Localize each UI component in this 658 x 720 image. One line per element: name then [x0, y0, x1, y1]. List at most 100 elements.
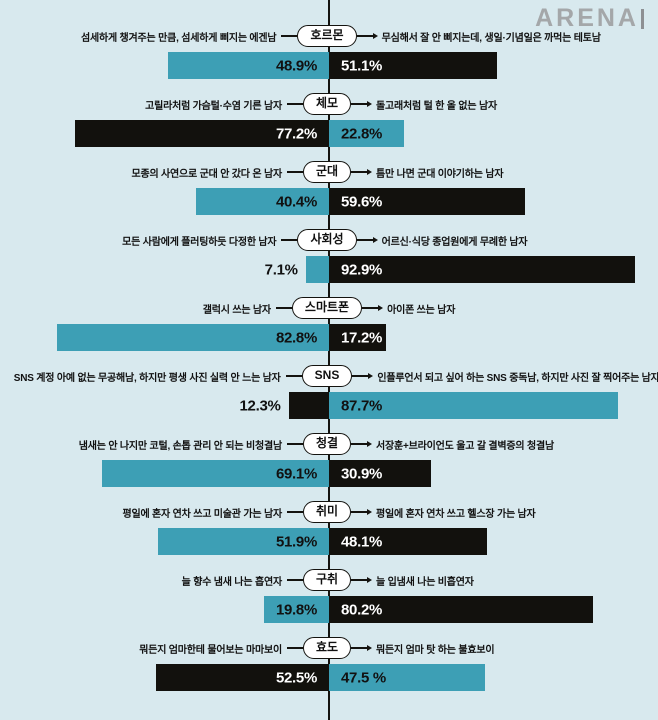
left-option-label: 모든 사람에게 플러팅하듯 다정한 남자: [122, 236, 277, 248]
left-bar: [196, 188, 329, 215]
right-bar-track: 87.7%: [329, 392, 658, 419]
left-option-label: 모종의 사연으로 군대 안 갔다 온 남자: [131, 168, 282, 180]
left-bar: [288, 392, 329, 419]
right-bar-value: 59.6%: [341, 193, 383, 210]
left-connector-line: [286, 171, 303, 173]
left-connector-line: [286, 511, 303, 513]
category-pill: 효도: [302, 637, 352, 659]
right-option-label: 인플루언서 되고 싶어 하는 SNS 중독남, 하지만 사진 잘 찍어주는 남자: [377, 372, 658, 384]
chart-rows: 섬세하게 챙겨주는 만큼, 섬세하게 삐지는 에겐남 호르몬 무심해서 잘 안 …: [0, 25, 658, 706]
right-bar: [329, 324, 386, 351]
right-bar-track: 48.1%: [329, 528, 658, 555]
left-option-label: 고릴라처럼 가슴털·수염 기른 남자: [145, 100, 282, 112]
right-bar-value: 51.1%: [341, 57, 383, 74]
category-pill: 스마트폰: [291, 297, 363, 319]
left-connector-line: [286, 443, 303, 445]
right-bar-value: 80.2%: [341, 601, 383, 618]
row-labels: 평일에 혼자 연차 쓰고 미술관 가는 남자 취미 평일에 혼자 연차 쓰고 헬…: [0, 501, 658, 523]
row-labels: 냄새는 안 나지만 코털, 손톱 관리 안 되는 비청결남 청결 서장훈+브라이…: [0, 433, 658, 455]
center-axis-line: [328, 0, 330, 720]
left-connector-line: [281, 35, 298, 37]
right-bar-value: 87.7%: [341, 397, 383, 414]
left-bar: [56, 324, 329, 351]
row-labels: 뭐든지 엄마한테 물어보는 마마보이 효도 뭐든지 엄마 탓 하는 불효보이: [0, 637, 658, 659]
left-option-label: 평일에 혼자 연차 쓰고 미술관 가는 남자: [122, 508, 282, 520]
right-label-zone: 인플루언서 되고 싶어 하는 SNS 중독남, 하지만 사진 잘 찍어주는 남자: [368, 369, 658, 384]
category-pill: 구취: [302, 569, 352, 591]
right-bar-track: 92.9%: [329, 256, 658, 283]
right-bar-value: 17.2%: [341, 329, 383, 346]
left-option-label: 갤럭시 쓰는 남자: [202, 304, 271, 316]
category-pill: 군대: [302, 161, 352, 183]
right-option-label: 뭐든지 엄마 탓 하는 불효보이: [376, 644, 495, 656]
brand-logo-text: ARENA: [535, 4, 639, 32]
row-bars: 69.1% 30.9%: [0, 460, 658, 487]
left-bar-value: 48.9%: [275, 57, 317, 74]
right-bar-track: 51.1%: [329, 52, 658, 79]
right-bar: [329, 664, 486, 691]
right-bar: [329, 596, 593, 623]
brand-logo-bar-icon: [641, 8, 644, 29]
chart-row: 모든 사람에게 플러팅하듯 다정한 남자 사회성 어르신·식당 종업원에게 무례…: [0, 229, 658, 298]
row-labels: 고릴라처럼 가슴털·수염 기른 남자 체모 돌고래처럼 털 한 올 없는 남자: [0, 93, 658, 115]
left-bar-value: 69.1%: [275, 465, 317, 482]
category-pill: SNS: [301, 365, 353, 387]
row-bars: 51.9% 48.1%: [0, 528, 658, 555]
left-bar-track: 12.3%: [0, 392, 329, 419]
left-label-zone: 늘 향수 냄새 나는 흡연자: [0, 573, 287, 588]
category-pill: 사회성: [297, 229, 357, 251]
right-option-label: 아이폰 쓰는 남자: [387, 304, 456, 316]
right-option-label: 늘 입냄새 나는 비흡연자: [376, 576, 474, 588]
left-label-zone: SNS 계정 아예 없는 무공해남, 하지만 평생 사진 실력 안 느는 남자: [0, 369, 286, 384]
left-connector-line: [286, 647, 303, 649]
left-bar-track: 51.9%: [0, 528, 329, 555]
chart-row: 고릴라처럼 가슴털·수염 기른 남자 체모 돌고래처럼 털 한 올 없는 남자 …: [0, 93, 658, 162]
row-bars: 7.1% 92.9%: [0, 256, 658, 283]
right-bar-track: 30.9%: [329, 460, 658, 487]
right-option-label: 어르신·식당 종업원에게 무례한 남자: [381, 236, 528, 248]
row-labels: 늘 향수 냄새 나는 흡연자 구취 늘 입냄새 나는 비흡연자: [0, 569, 658, 591]
row-bars: 40.4% 59.6%: [0, 188, 658, 215]
right-bar-track: 22.8%: [329, 120, 658, 147]
right-connector-arrow-icon: [362, 307, 379, 309]
right-connector-arrow-icon: [351, 579, 368, 581]
chart-row: 갤럭시 쓰는 남자 스마트폰 아이폰 쓰는 남자 82.8% 17.2%: [0, 297, 658, 366]
left-bar-value: 12.3%: [239, 397, 281, 414]
left-label-zone: 갤럭시 쓰는 남자: [0, 301, 276, 316]
left-bar: [305, 256, 329, 283]
right-option-label: 무심해서 잘 안 삐지는데, 생일·기념일은 까먹는 테토남: [381, 32, 601, 44]
chart-row: 모종의 사연으로 군대 안 갔다 온 남자 군대 틈만 나면 군대 이야기하는 …: [0, 161, 658, 230]
left-bar: [75, 120, 329, 147]
right-option-label: 틈만 나면 군대 이야기하는 남자: [376, 168, 504, 180]
right-connector-arrow-icon: [351, 647, 368, 649]
category-pill: 호르몬: [297, 25, 357, 47]
right-bar-value: 48.1%: [341, 533, 383, 550]
row-labels: 모든 사람에게 플러팅하듯 다정한 남자 사회성 어르신·식당 종업원에게 무례…: [0, 229, 658, 251]
left-connector-line: [285, 375, 302, 377]
right-label-zone: 어르신·식당 종업원에게 무례한 남자: [373, 233, 658, 248]
right-label-zone: 돌고래처럼 털 한 올 없는 남자: [367, 97, 658, 112]
right-bar: [329, 392, 618, 419]
right-connector-arrow-icon: [351, 443, 368, 445]
brand-logo: ARENA: [535, 6, 644, 31]
right-bar-value: 22.8%: [341, 125, 383, 142]
left-connector-line: [281, 239, 298, 241]
right-option-label: 서장훈+브라이언도 울고 갈 결벽증의 청결남: [376, 440, 555, 452]
left-label-zone: 냄새는 안 나지만 코털, 손톱 관리 안 되는 비청결남: [0, 437, 287, 452]
right-option-label: 평일에 혼자 연차 쓰고 헬스장 가는 남자: [376, 508, 536, 520]
chart-row: 평일에 혼자 연차 쓰고 미술관 가는 남자 취미 평일에 혼자 연차 쓰고 헬…: [0, 501, 658, 570]
right-option-label: 돌고래처럼 털 한 올 없는 남자: [376, 100, 497, 112]
right-bar: [329, 256, 635, 283]
right-connector-arrow-icon: [351, 171, 368, 173]
right-bar: [329, 528, 488, 555]
left-option-label: SNS 계정 아예 없는 무공해남, 하지만 평생 사진 실력 안 느는 남자: [13, 372, 281, 384]
left-bar-track: 48.9%: [0, 52, 329, 79]
right-label-zone: 평일에 혼자 연차 쓰고 헬스장 가는 남자: [367, 505, 658, 520]
left-label-zone: 고릴라처럼 가슴털·수염 기른 남자: [0, 97, 287, 112]
right-bar-track: 17.2%: [329, 324, 658, 351]
left-bar: [156, 664, 329, 691]
row-bars: 82.8% 17.2%: [0, 324, 658, 351]
chart-row: 늘 향수 냄새 나는 흡연자 구취 늘 입냄새 나는 비흡연자 19.8% 80…: [0, 569, 658, 638]
right-connector-arrow-icon: [356, 35, 373, 37]
